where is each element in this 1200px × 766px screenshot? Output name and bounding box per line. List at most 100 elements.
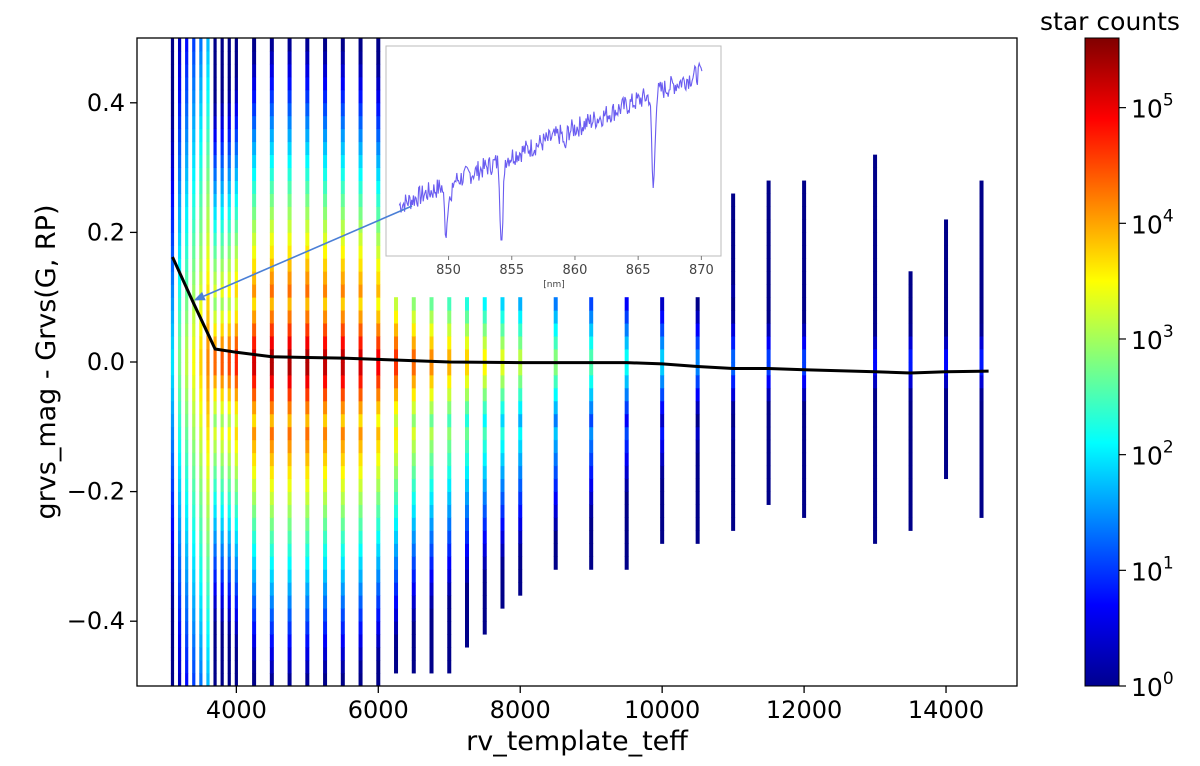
heatmap-cell bbox=[376, 63, 381, 78]
heatmap-cell bbox=[340, 491, 345, 505]
heatmap-cell bbox=[944, 336, 949, 350]
heatmap-cell bbox=[220, 387, 224, 402]
heatmap-cell bbox=[518, 452, 523, 467]
heatmap-cell bbox=[305, 154, 310, 168]
heatmap-cell bbox=[589, 426, 594, 441]
heatmap-cell bbox=[376, 647, 381, 661]
heatmap-cell bbox=[358, 439, 363, 454]
heatmap-cell bbox=[234, 673, 238, 686]
heatmap-cell bbox=[192, 634, 196, 648]
heatmap-cell bbox=[227, 413, 231, 428]
heatmap-cell bbox=[873, 219, 878, 233]
x-axis-ticks: 4000 6000 8000 10000 12000 14000 bbox=[206, 686, 984, 724]
heatmap-cell bbox=[220, 38, 224, 52]
heatmap-cell bbox=[873, 232, 878, 246]
heatmap-cell bbox=[358, 89, 363, 104]
heatmap-cell bbox=[802, 478, 807, 492]
heatmap-cell bbox=[465, 595, 469, 609]
heatmap-cell bbox=[500, 582, 505, 596]
heatmap-cell bbox=[500, 465, 505, 480]
heatmap-cell bbox=[944, 452, 949, 467]
heatmap-cell bbox=[465, 608, 469, 622]
heatmap-cell bbox=[323, 63, 328, 78]
heatmap-cell bbox=[206, 517, 210, 531]
heatmap-cell bbox=[873, 452, 878, 467]
heatmap-cell bbox=[269, 582, 274, 596]
heatmap-cell bbox=[305, 362, 310, 376]
heatmap-cell bbox=[170, 673, 175, 686]
heatmap-cell bbox=[269, 439, 274, 454]
x-axis-title: rv_template_teff bbox=[466, 726, 689, 757]
heatmap-cell bbox=[411, 556, 416, 570]
colorbar-tick-label: 104 bbox=[1131, 206, 1174, 239]
heatmap-cell bbox=[766, 206, 771, 220]
heatmap-cell bbox=[358, 271, 363, 285]
heatmap-cell bbox=[358, 206, 363, 220]
heatmap-cell bbox=[170, 608, 175, 622]
heatmap-cell bbox=[287, 193, 292, 207]
heatmap-cell bbox=[358, 543, 363, 557]
heatmap-cell bbox=[429, 336, 434, 350]
heatmap-cell bbox=[206, 621, 210, 635]
heatmap-cell bbox=[323, 102, 328, 117]
heatmap-cell bbox=[206, 543, 210, 557]
heatmap-cell bbox=[553, 543, 558, 557]
heatmap-cell bbox=[908, 349, 913, 363]
heatmap-cell bbox=[206, 582, 210, 596]
heatmap-cell bbox=[358, 115, 363, 130]
heatmap-cell bbox=[206, 491, 210, 505]
heatmap-cell bbox=[979, 504, 984, 518]
heatmap-cell bbox=[269, 426, 274, 441]
heatmap-cell bbox=[287, 465, 292, 480]
heatmap-cell bbox=[624, 323, 629, 337]
heatmap-cell bbox=[376, 465, 381, 480]
heatmap-cell bbox=[589, 323, 594, 337]
heatmap-cell bbox=[908, 387, 913, 402]
x-tick-label: 14000 bbox=[908, 696, 984, 724]
heatmap-cell bbox=[269, 400, 274, 415]
heatmap-cell bbox=[252, 154, 257, 168]
heatmap-cell bbox=[252, 245, 257, 259]
heatmap-cell bbox=[873, 413, 878, 428]
heatmap-cell bbox=[624, 517, 629, 531]
heatmap-cell bbox=[213, 154, 217, 168]
heatmap-cell bbox=[358, 504, 363, 518]
heatmap-cell bbox=[269, 530, 274, 544]
heatmap-cell bbox=[323, 543, 328, 557]
heatmap-cell bbox=[206, 336, 210, 350]
heatmap-cell bbox=[192, 154, 196, 168]
heatmap-cell bbox=[979, 271, 984, 285]
heatmap-cell bbox=[376, 167, 381, 181]
heatmap-cell bbox=[185, 128, 189, 143]
heatmap-cell bbox=[660, 504, 665, 518]
heatmap-cell bbox=[227, 556, 231, 570]
heatmap-cell bbox=[220, 413, 224, 428]
heatmap-cell bbox=[323, 660, 328, 674]
heatmap-cell bbox=[482, 349, 487, 363]
heatmap-cell bbox=[234, 634, 238, 648]
heatmap-cell bbox=[170, 154, 175, 168]
heatmap-cell bbox=[192, 245, 196, 259]
heatmap-cell bbox=[589, 336, 594, 350]
heatmap-cell bbox=[305, 491, 310, 505]
heatmap-cell bbox=[447, 374, 452, 389]
heatmap-cell bbox=[192, 63, 196, 78]
heatmap-cell bbox=[213, 38, 217, 52]
heatmap-cell bbox=[979, 180, 984, 194]
heatmap-cell bbox=[340, 245, 345, 259]
heatmap-cell bbox=[213, 595, 217, 609]
heatmap-cell bbox=[199, 634, 203, 648]
heatmap-cell bbox=[234, 128, 238, 143]
heatmap-cell bbox=[340, 284, 345, 298]
heatmap-cell bbox=[447, 621, 452, 635]
heatmap-cell bbox=[206, 258, 210, 272]
heatmap-cell bbox=[340, 621, 345, 635]
heatmap-cell bbox=[766, 180, 771, 194]
heatmap-cell bbox=[177, 478, 182, 492]
heatmap-cell bbox=[305, 543, 310, 557]
median-line bbox=[171, 256, 989, 375]
heatmap-cell bbox=[358, 621, 363, 635]
heatmap-cell bbox=[944, 362, 949, 376]
heatmap-cell bbox=[220, 452, 224, 467]
heatmap-cell bbox=[358, 530, 363, 544]
